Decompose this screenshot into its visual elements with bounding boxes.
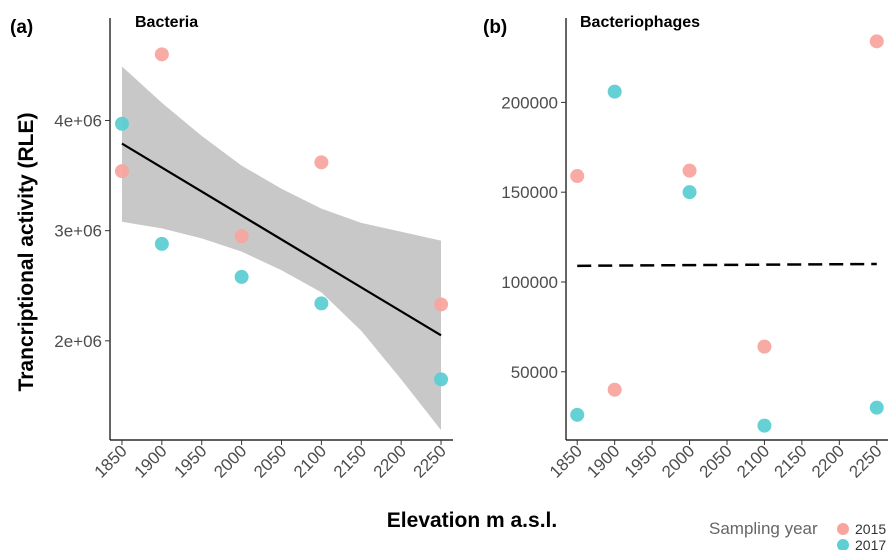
bacteria-y-tick-label: 2e+06: [54, 332, 102, 351]
bacteriophages-point-2015: [682, 163, 697, 178]
y-axis-title: Trancriptional activity (RLE): [15, 113, 38, 392]
bacteria-point-2015: [234, 229, 249, 244]
bacteria-point-2015: [434, 297, 449, 312]
bacteriophages-y-tick-label: 200000: [501, 93, 558, 112]
bacteria-point-2017: [154, 236, 169, 251]
bacteriophages-point-2017: [869, 400, 884, 415]
bacteriophages-point-2015: [570, 169, 585, 184]
legend-title: Sampling year: [709, 519, 818, 538]
bacteriophages-y-tick-label: 100000: [501, 273, 558, 292]
bacteriophages-x-tick-label: 2000: [658, 441, 698, 481]
legend: Sampling year 2015 2017: [709, 519, 886, 550]
bacteriophages-x-tick-label: 2150: [771, 441, 811, 481]
bacteriophages-x-tick-label: 2050: [696, 441, 736, 481]
bacteriophages-point-2017: [607, 84, 622, 99]
bacteriophages-x-tick-label: 1900: [583, 441, 623, 481]
bacteria-x-tick-label: 1900: [130, 441, 170, 481]
bacteriophages-x-tick-label: 1950: [621, 441, 661, 481]
bacteria-x-tick-label: 2050: [250, 441, 290, 481]
bacteria-x-tick-label: 2150: [330, 441, 370, 481]
bacteria-point-2017: [434, 372, 449, 387]
bacteria-x-tick-label: 2250: [410, 441, 450, 481]
legend-label-2015: 2015: [855, 521, 886, 537]
bacteria-point-2015: [314, 155, 329, 170]
bacteriophages-point-2015: [607, 382, 622, 397]
bacteriophages-point-2015: [757, 339, 772, 354]
bacteria-point-2017: [314, 296, 329, 311]
bacteria-x-tick-label: 2100: [290, 441, 330, 481]
bacteriophages-point-2015: [869, 34, 884, 49]
legend-label-2017: 2017: [855, 537, 886, 550]
panel-label-a: (a): [10, 17, 33, 38]
bacteriophages-trend-line: [577, 262, 877, 268]
bacteria-point-2017: [114, 116, 129, 131]
bacteriophages-point-2017: [570, 407, 585, 422]
bacteriophages-panel: (b) Bacteriophages 50000 100000 150000 2000…: [483, 14, 888, 482]
bacteria-point-2017: [234, 269, 249, 284]
bacteriophages-point-2017: [682, 185, 697, 200]
bacteriophages-x-tick-label: 2250: [845, 441, 885, 481]
bacteriophages-x-tick-label: 2200: [808, 441, 848, 481]
bacteriophages-x-tick-label: 2100: [733, 441, 773, 481]
bacteria-point-2015: [154, 47, 169, 62]
bacteriophages-point-2017: [757, 418, 772, 433]
bacteriophages-y-tick-label: 50000: [511, 363, 558, 382]
bacteriophages-y-tick-label: 150000: [501, 183, 558, 202]
bacteria-x-tick-label: 1850: [91, 441, 131, 481]
x-axis-title: Elevation m a.s.l.: [387, 509, 557, 532]
bacteriophages-x-tick-label: 1850: [546, 441, 586, 481]
legend-swatch-2015: [837, 523, 849, 535]
bacteria-confidence-band: [122, 66, 441, 431]
bacteria-x-tick-label: 2200: [370, 441, 410, 481]
bacteria-x-tick-label: 1950: [170, 441, 210, 481]
panel-label-b: (b): [483, 17, 507, 38]
bacteria-title: Bacteria: [135, 14, 198, 31]
legend-swatch-2017: [837, 539, 849, 550]
bacteria-trend-line: [121, 142, 442, 337]
bacteriophages-plot: 5000010000015000020000018501900195020002…: [501, 18, 888, 482]
bacteria-point-2015: [114, 164, 129, 179]
bacteria-panel: (a) Bacteria 2e+06 3e+06 4e+06 1850 1900 1950…: [10, 14, 453, 482]
bacteria-x-tick-label: 2000: [210, 441, 250, 481]
bacteriophages-title: Bacteriophages: [580, 14, 700, 31]
bacteria-y-tick-label: 4e+06: [54, 111, 102, 130]
bacteria-y-tick-label: 3e+06: [54, 222, 102, 241]
